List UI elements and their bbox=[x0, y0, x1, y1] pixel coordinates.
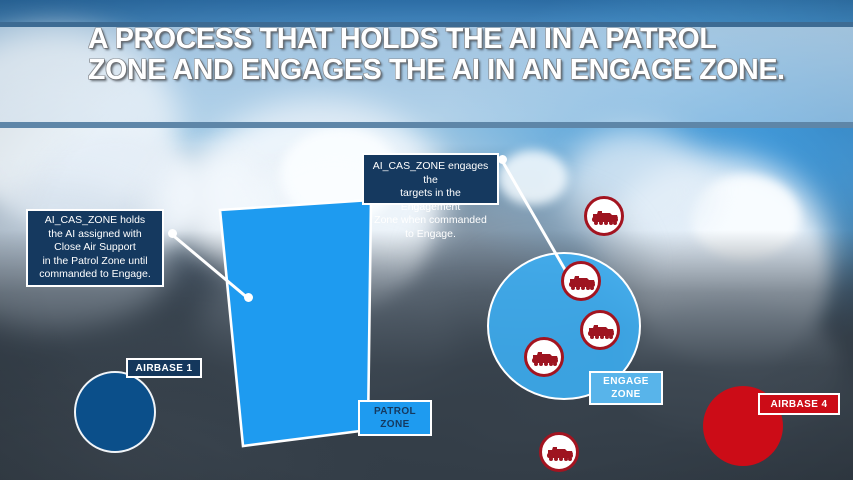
airbase-1-circle[interactable] bbox=[74, 371, 156, 453]
title-band bbox=[0, 22, 853, 127]
engage-zone-label[interactable]: ENGAGE ZONE bbox=[589, 371, 663, 405]
armored-vehicle-icon bbox=[588, 325, 614, 339]
page-title: A PROCESS THAT HOLDS THE AI IN A PATROL … bbox=[88, 23, 785, 86]
engage-zone-label-text: ENGAGE ZONE bbox=[603, 376, 649, 400]
armored-vehicle-icon bbox=[592, 211, 618, 225]
target-marker[interactable] bbox=[561, 261, 601, 301]
title-rule-top bbox=[0, 22, 853, 27]
engage-callout-text: AI_CAS_ZONE engages the targets in the E… bbox=[372, 160, 489, 240]
target-marker[interactable] bbox=[584, 196, 624, 236]
airbase-4-label[interactable]: AIRBASE 4 bbox=[758, 393, 840, 415]
armored-vehicle-icon bbox=[547, 447, 573, 461]
engage-callout-box[interactable]: AI_CAS_ZONE engages the targets in the E… bbox=[362, 153, 499, 240]
target-marker[interactable] bbox=[539, 432, 579, 472]
armored-vehicle-icon bbox=[569, 276, 595, 290]
armored-vehicle-icon bbox=[532, 352, 558, 366]
airbase-1-label[interactable]: AIRBASE 1 bbox=[126, 358, 202, 378]
patrol-zone-polygon[interactable] bbox=[205, 198, 380, 450]
airbase-4-label-text: AIRBASE 4 bbox=[770, 398, 828, 410]
title-rule-bottom bbox=[0, 122, 853, 128]
patrol-callout-box[interactable]: AI_CAS_ZONE holds the AI assigned with C… bbox=[26, 209, 164, 287]
airbase-1-label-text: AIRBASE 1 bbox=[135, 362, 193, 374]
patrol-zone-label[interactable]: PATROL ZONE bbox=[358, 400, 432, 436]
patrol-callout-text: AI_CAS_ZONE holds the AI assigned with C… bbox=[39, 214, 151, 281]
target-marker[interactable] bbox=[580, 310, 620, 350]
patrol-zone-label-text: PATROL ZONE bbox=[373, 406, 417, 430]
target-marker[interactable] bbox=[524, 337, 564, 377]
